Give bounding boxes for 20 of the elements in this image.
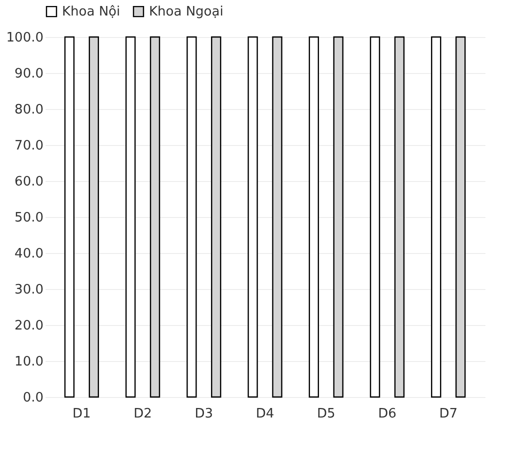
y-tick-label: 20.0 [14,318,44,334]
x-tick-label: D2 [134,406,152,422]
y-tick-label: 50.0 [14,210,44,226]
x-tick-label: D5 [316,406,336,422]
legend-label: Khoa Ngoại [149,4,224,20]
y-tick-label: 60.0 [14,174,44,190]
x-tick-label: D6 [378,406,396,422]
x-tick-label: D7 [439,406,458,422]
y-tick-label: 0.0 [22,390,44,406]
y-tick-label: 100.0 [6,30,44,46]
y-tick-label: 10.0 [14,354,44,370]
x-tick-label: D1 [72,406,91,422]
x-tick-label: D4 [256,406,274,422]
y-tick-label: 40.0 [14,246,44,262]
x-tick-label: D3 [194,406,214,422]
y-tick-label: 80.0 [14,102,44,118]
y-tick-label: 30.0 [14,282,44,298]
legend-label: Khoa Nội [62,4,120,20]
y-tick-label: 90.0 [14,66,44,82]
y-tick-label: 70.0 [14,138,44,154]
